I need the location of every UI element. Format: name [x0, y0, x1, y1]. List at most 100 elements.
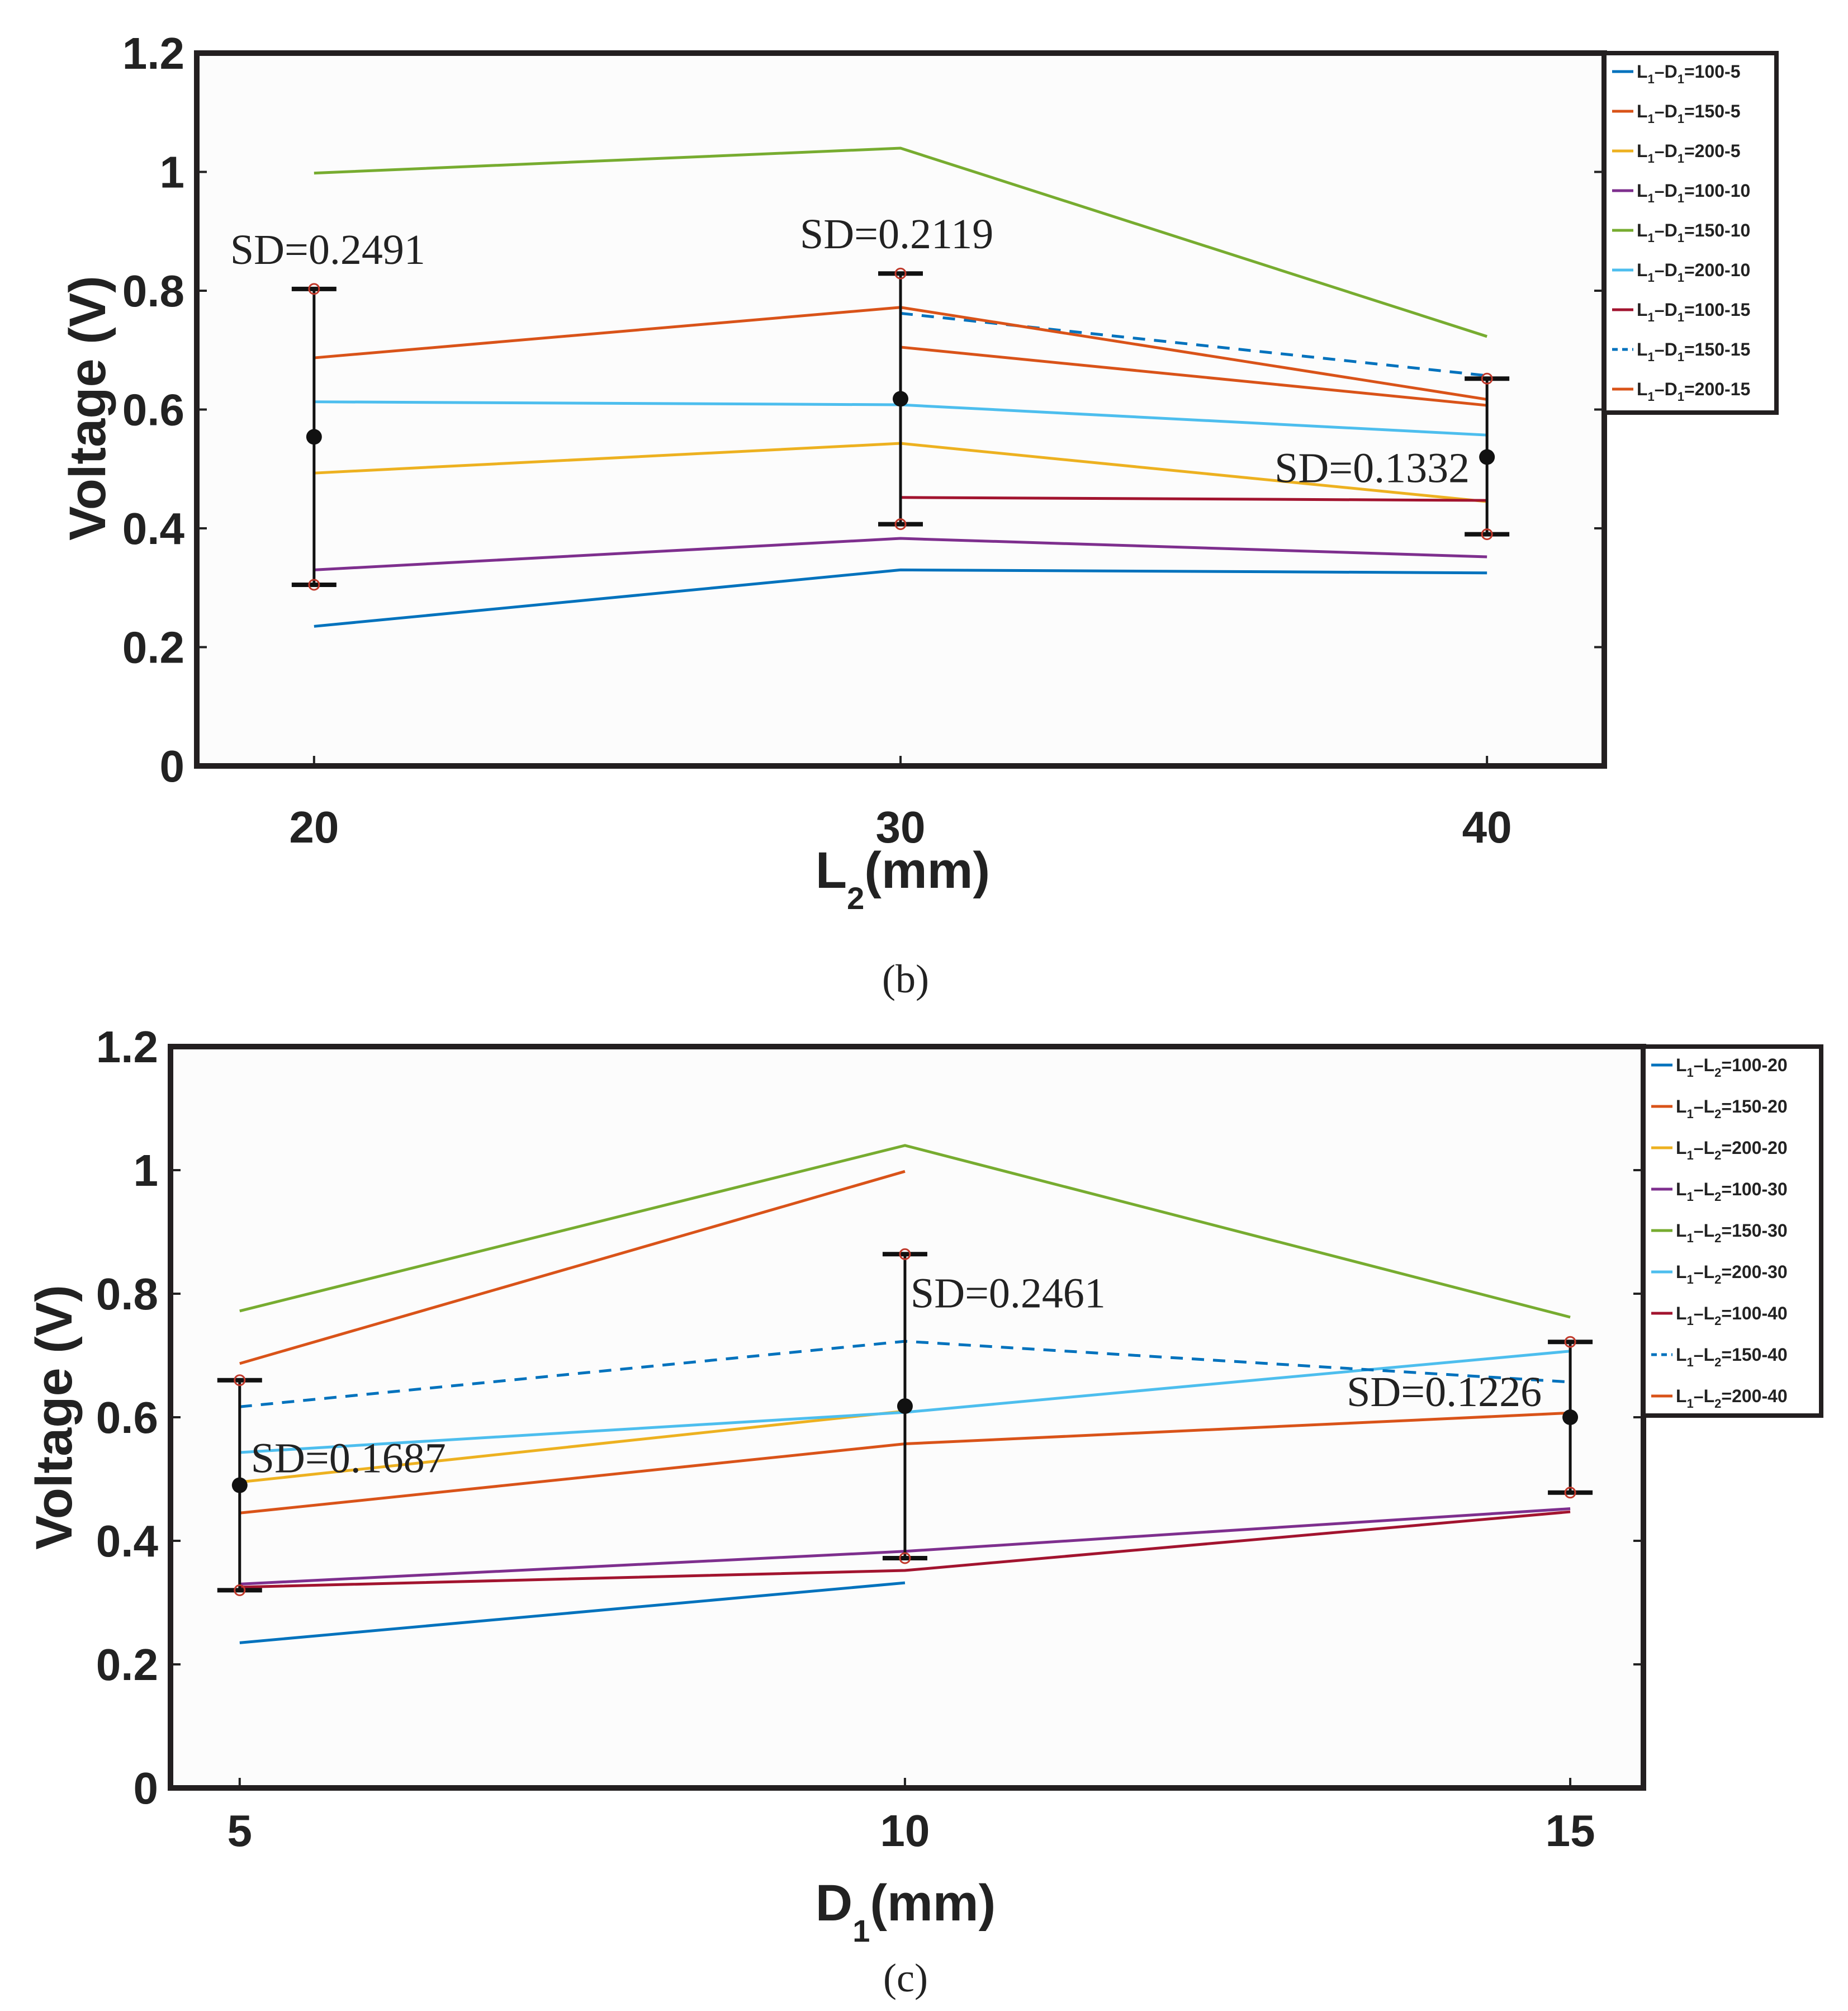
- series-line-100-40: [239, 1510, 1571, 1589]
- legend-entry-part: =200-30: [1721, 1262, 1787, 1282]
- legend-entry-part: D: [1665, 181, 1678, 201]
- x-axis-label-main: D: [816, 1875, 852, 1932]
- legend-entry-part: L: [1704, 1138, 1715, 1158]
- y-tick-label: 0: [160, 741, 185, 791]
- legend-entry-part: L: [1637, 300, 1648, 320]
- legend-entry-part: L: [1637, 260, 1648, 280]
- legend-entry: L1–L2=150-30: [1676, 1220, 1788, 1245]
- legend-entry-part: –: [1655, 141, 1665, 161]
- error-bar-high-marker: [234, 1374, 246, 1387]
- legend-entry-part: L: [1637, 61, 1648, 82]
- legend-entry: L1–D1=100-5: [1637, 61, 1740, 86]
- legend-entry-part: 1: [1678, 310, 1684, 324]
- legend-entry: L1–L2=100-30: [1676, 1179, 1788, 1204]
- series-line-100-5: [314, 568, 1487, 628]
- x-tick-label: 5: [228, 1806, 253, 1856]
- legend-entry-part: 1: [1648, 152, 1655, 165]
- plot-area: [170, 1047, 1643, 1788]
- legend-entry-part: 1: [1687, 1066, 1694, 1080]
- legend-entry-part: D: [1665, 260, 1678, 280]
- legend-entry-part: 1: [1648, 271, 1655, 285]
- legend-entry-part: 2: [1714, 1355, 1721, 1369]
- legend-entry: L1–D1=100-15: [1637, 300, 1750, 324]
- sd-label: SD=0.2491: [230, 226, 425, 273]
- legend-entry-part: 1: [1687, 1314, 1694, 1328]
- y-tick-label: 0.8: [96, 1269, 158, 1319]
- legend-entry-part: 2: [1714, 1190, 1721, 1204]
- legend-entry: L1–L2=150-40: [1676, 1345, 1788, 1369]
- legend-entry-part: L: [1704, 1262, 1715, 1282]
- legend-entry: L1–L2=200-40: [1676, 1386, 1788, 1411]
- legend-entry: L1–D1=200-5: [1637, 141, 1740, 165]
- legend-entry-part: 1: [1648, 310, 1655, 324]
- legend-entry-part: =150-15: [1684, 339, 1750, 359]
- error-bar-high-marker: [894, 267, 907, 280]
- legend-entry-part: L: [1704, 1179, 1715, 1199]
- error-bar-mean-point: [231, 1477, 248, 1493]
- chart-panel-b: 0 0.2 0.4 0.6 0.8 1 1.2 20 30 40 SD=0.2491 SD=0.211…: [59, 29, 1779, 1001]
- legend-entry-part: 1: [1678, 72, 1684, 86]
- legend-entry-part: L: [1704, 1386, 1715, 1406]
- legend-entry-part: L: [1676, 1303, 1687, 1323]
- y-tick-label: 0.6: [96, 1393, 158, 1442]
- legend-entry-part: –: [1694, 1179, 1704, 1199]
- y-tick-label: 1: [134, 1146, 159, 1195]
- x-tick-label: 15: [1546, 1806, 1595, 1856]
- legend-entry-part: L: [1637, 181, 1648, 201]
- x-axis-label: D1(mm): [816, 1875, 996, 1948]
- legend-entry-part: L: [1676, 1345, 1687, 1365]
- legend-entry-part: =100-40: [1721, 1303, 1787, 1323]
- legend-entry-part: 1: [1687, 1272, 1694, 1286]
- y-tick-label: 0.6: [122, 385, 184, 435]
- legend-entry-part: L: [1704, 1303, 1715, 1323]
- legend-entry-part: L: [1637, 339, 1648, 359]
- legend-entry: L1–L2=150-20: [1676, 1096, 1788, 1121]
- legend-entry-part: =100-10: [1684, 181, 1750, 201]
- legend-entry-part: L: [1676, 1262, 1687, 1282]
- legend-entry-part: –: [1655, 181, 1665, 201]
- legend-entry-part: D: [1665, 379, 1678, 399]
- legend: L1–D1=100-5L1–D1=150-5L1–D1=200-5L1–D1=1…: [1602, 51, 1779, 415]
- legend-entry: L1–D1=150-5: [1637, 101, 1740, 126]
- legend-entry: L1–L2=100-40: [1676, 1303, 1788, 1328]
- legend-entry-part: –: [1655, 300, 1665, 320]
- y-tick-label: 0.2: [122, 623, 184, 673]
- x-tick-label: 10: [880, 1806, 930, 1856]
- y-tick-label: 0.4: [96, 1516, 159, 1566]
- legend-entry: L1–D1=150-15: [1637, 339, 1750, 364]
- legend-entry-part: 1: [1648, 231, 1655, 245]
- error-bar-mean-point: [893, 391, 908, 407]
- legend-entry-part: =200-15: [1684, 379, 1750, 399]
- legend-entry-part: –: [1694, 1220, 1704, 1241]
- y-tick-label: 1: [160, 148, 185, 197]
- error-bar-mean-point: [897, 1398, 913, 1414]
- x-tick-label: 20: [289, 802, 339, 852]
- legend-entry: L1–D1=200-10: [1637, 260, 1750, 285]
- error-bar-low-marker: [1564, 1487, 1576, 1499]
- legend-entry-part: –: [1655, 260, 1665, 280]
- legend-box: [1641, 1044, 1823, 1418]
- x-axis-label-unit: (mm): [870, 1875, 996, 1932]
- series-line-150-15: [900, 311, 1487, 377]
- sd-label: SD=0.2119: [800, 211, 993, 258]
- legend-entry-part: 2: [1714, 1107, 1721, 1121]
- legend-entry-part: D: [1665, 339, 1678, 359]
- x-axis-label-sub: 1: [852, 1913, 870, 1948]
- legend-entry-part: L: [1704, 1055, 1715, 1075]
- y-axis-label: Voltage (V): [26, 1285, 83, 1550]
- legend-entry-part: 2: [1714, 1066, 1721, 1080]
- y-tick-label: 0.8: [122, 266, 184, 316]
- legend-entry-part: –: [1655, 61, 1665, 82]
- legend-entry-part: 1: [1687, 1148, 1694, 1162]
- legend-entry-part: =150-40: [1721, 1345, 1787, 1365]
- legend-entry-part: 2: [1714, 1397, 1721, 1411]
- legend-entry-part: D: [1665, 141, 1678, 161]
- x-axis-label-sub: 2: [847, 881, 864, 916]
- x-tick-label: 30: [876, 802, 926, 852]
- legend-entry-part: 2: [1714, 1231, 1721, 1245]
- series-line-200-20: [239, 1409, 906, 1484]
- legend-entry-part: =200-10: [1684, 260, 1750, 280]
- series-line-100-15: [900, 496, 1487, 502]
- legend-entry-part: L: [1637, 379, 1648, 399]
